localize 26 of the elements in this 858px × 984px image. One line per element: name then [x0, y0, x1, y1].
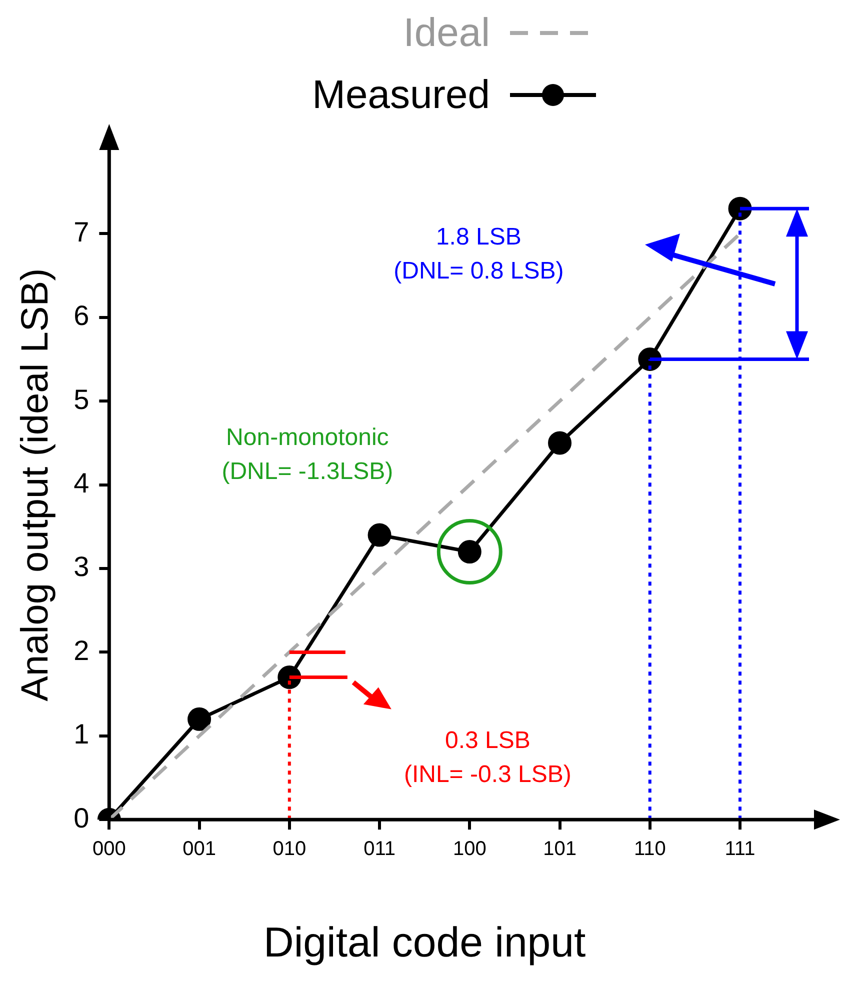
x-tick-label: 110: [634, 838, 666, 860]
y-axis-title: Analog output (ideal LSB): [14, 268, 56, 702]
y-tick-label: 3: [74, 551, 90, 582]
x-tick-label: 101: [543, 838, 576, 860]
x-tick-label: 011: [364, 838, 396, 860]
y-tick-label: 0: [74, 802, 90, 834]
point: [368, 523, 392, 547]
y-tick-label: 7: [74, 216, 90, 248]
x-tick-label: 000: [92, 838, 126, 860]
legend-label: Ideal: [403, 10, 490, 56]
y-tick-label: 6: [74, 300, 90, 332]
x-tick-label: 100: [452, 838, 486, 860]
annotation: Non-monotonic (DNL= -1.3LSB): [222, 424, 394, 486]
x-tick-label: 001: [182, 838, 216, 860]
legend-label: Measured: [312, 72, 490, 118]
annotation: 0.3 LSB (INL= -0.3 LSB): [404, 727, 572, 788]
y-tick-label: 1: [74, 718, 90, 750]
x-axis-title: Digital code input: [263, 918, 586, 966]
point: [188, 707, 212, 731]
x-tick-label: 111: [724, 838, 756, 860]
annotation: 1.8 LSB (DNL= 0.8 LSB): [394, 223, 564, 284]
y-tick-label: 2: [74, 634, 90, 666]
x-tick-label: 010: [272, 838, 306, 860]
point: [548, 431, 572, 455]
y-tick-label: 5: [74, 384, 90, 415]
y-tick-label: 4: [74, 468, 90, 499]
